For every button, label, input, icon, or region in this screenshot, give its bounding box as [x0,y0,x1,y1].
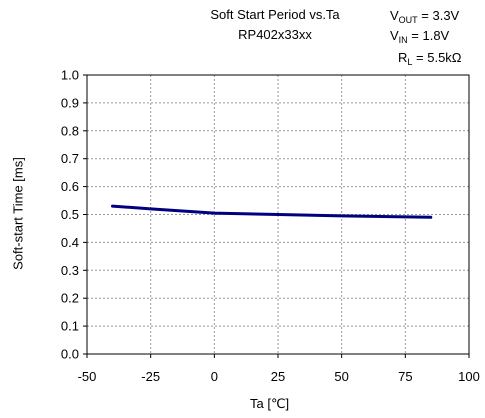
x-tick-label: 25 [271,369,285,384]
x-tick-label: -50 [78,369,97,384]
y-tick-label: 0.7 [61,151,79,166]
x-tick-label: 0 [211,369,218,384]
condition-rl: RL = 5.5kΩ [398,50,462,67]
series-line [111,204,433,219]
y-tick-label: 0.6 [61,179,79,194]
y-axis-label: Soft-start Time [ms] [10,157,26,270]
y-tick-label: 0.1 [61,319,79,334]
y-tick-label: 0.8 [61,123,79,138]
x-tick-label: 75 [398,369,412,384]
y-tick-label: 1.0 [61,68,79,83]
y-tick-label: 0.9 [61,95,79,110]
y-tick-label: 0.3 [61,263,79,278]
x-axis-label: Ta [℃] [250,396,290,411]
x-tick-label: 50 [334,369,348,384]
y-tick-label: 0.2 [61,291,79,306]
y-tick-label: 0.4 [61,235,79,250]
chart-title-line2: RP402x33xx [238,27,312,42]
chart-title-line1: Soft Start Period vs.Ta [210,7,340,22]
condition-vin: VIN = 1.8V [390,28,450,45]
x-tick-label: 100 [458,369,480,384]
condition-vout: VOUT = 3.3V [390,8,460,25]
y-tick-label: 0.5 [61,207,79,222]
y-tick-label: 0.0 [61,347,79,362]
x-tick-label: -25 [141,369,160,384]
